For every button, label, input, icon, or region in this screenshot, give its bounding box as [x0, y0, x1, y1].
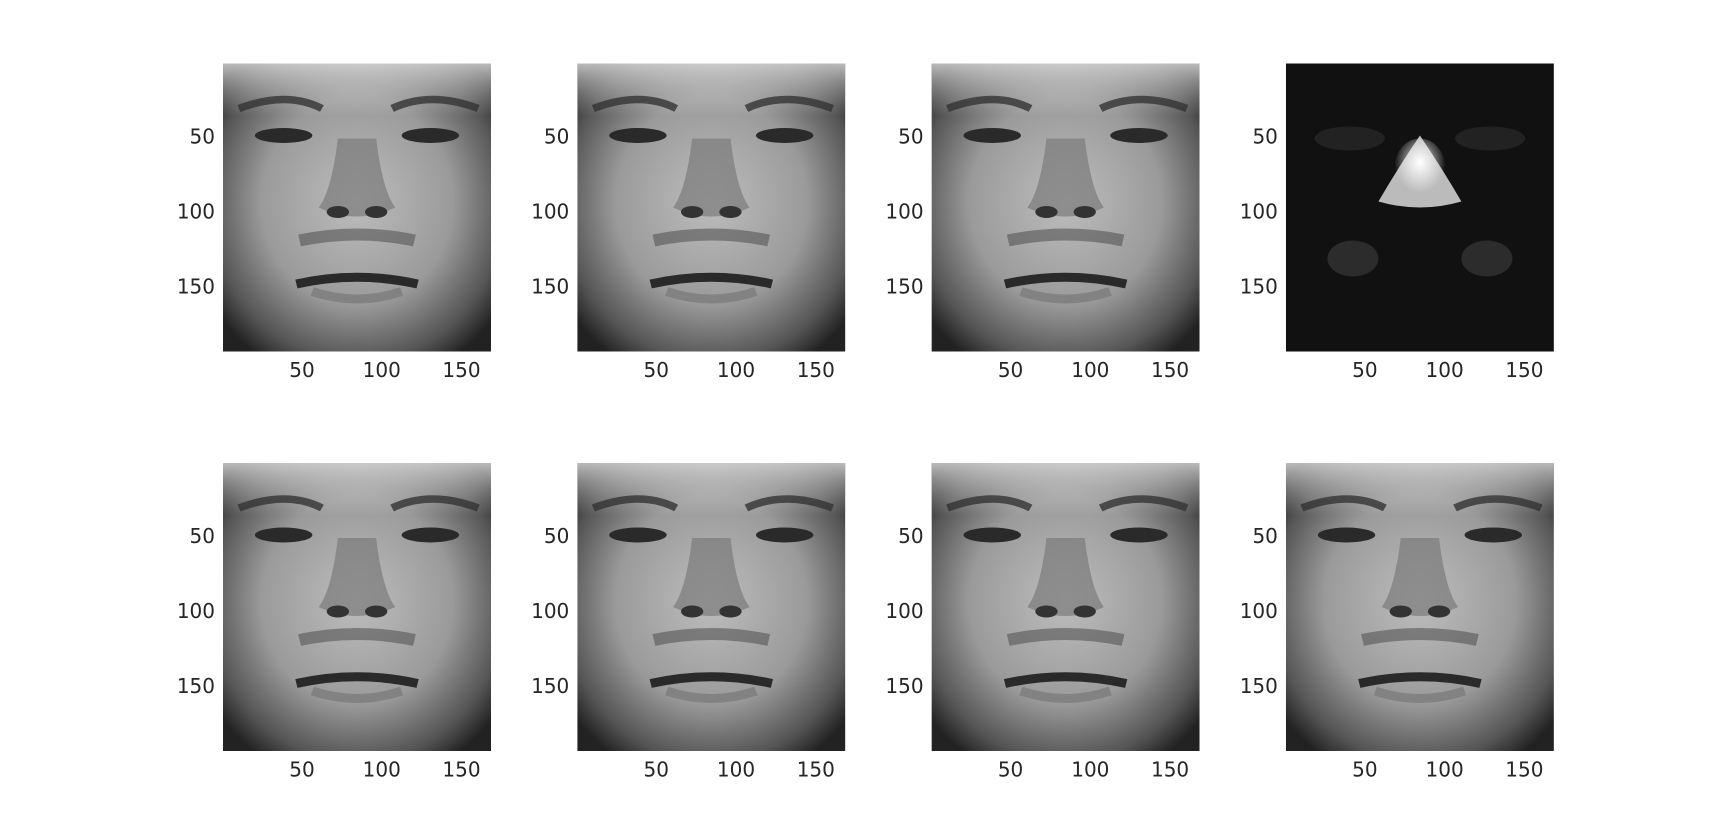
y-tick-label: 150 — [531, 674, 569, 698]
x-tick-label: 100 — [363, 758, 401, 782]
x-tick-label: 150 — [797, 358, 835, 382]
y-tick-label: 150 — [885, 274, 923, 298]
face-image — [932, 64, 1200, 352]
face-image — [1286, 463, 1554, 751]
face-image — [223, 64, 491, 352]
x-tick-label: 50 — [289, 758, 314, 782]
face-image — [577, 64, 845, 352]
y-tick-label: 100 — [177, 199, 215, 223]
x-tick-label: 100 — [363, 358, 401, 382]
y-tick-label: 100 — [885, 599, 923, 623]
x-tick-label: 150 — [797, 758, 835, 782]
y-tick-label: 50 — [1252, 524, 1277, 548]
y-tick-label: 50 — [190, 124, 215, 148]
x-tick-label: 50 — [644, 358, 669, 382]
x-tick-label: 100 — [1071, 358, 1109, 382]
y-tick-label: 100 — [885, 199, 923, 223]
y-tick-label: 50 — [190, 524, 215, 548]
x-tick-label: 150 — [1505, 758, 1543, 782]
face-image — [1285, 63, 1554, 352]
x-tick-label: 50 — [998, 758, 1023, 782]
x-tick-label: 100 — [717, 358, 755, 382]
x-tick-label: 50 — [644, 758, 669, 782]
y-tick-label: 50 — [544, 124, 569, 148]
y-tick-label: 50 — [898, 524, 923, 548]
x-tick-label: 50 — [1352, 758, 1377, 782]
y-tick-label: 150 — [1240, 674, 1278, 698]
y-tick-label: 150 — [177, 674, 215, 698]
x-tick-label: 150 — [442, 758, 480, 782]
x-tick-label: 50 — [1352, 358, 1377, 382]
y-tick-label: 100 — [531, 199, 569, 223]
x-tick-label: 50 — [289, 358, 314, 382]
face-image — [932, 463, 1200, 751]
y-tick-label: 50 — [1252, 124, 1277, 148]
x-tick-label: 100 — [717, 758, 755, 782]
x-tick-label: 100 — [1071, 758, 1109, 782]
y-tick-label: 150 — [177, 274, 215, 298]
x-tick-label: 100 — [1426, 358, 1464, 382]
x-tick-label: 150 — [1505, 358, 1543, 382]
y-tick-label: 150 — [885, 674, 923, 698]
x-tick-label: 150 — [442, 358, 480, 382]
x-tick-label: 150 — [1151, 358, 1189, 382]
y-tick-label: 50 — [544, 524, 569, 548]
y-tick-label: 150 — [1240, 274, 1278, 298]
y-tick-label: 100 — [1240, 599, 1278, 623]
y-tick-label: 150 — [531, 274, 569, 298]
x-tick-label: 150 — [1151, 758, 1189, 782]
x-tick-label: 50 — [998, 358, 1023, 382]
face-image — [223, 463, 491, 751]
y-tick-label: 100 — [1240, 199, 1278, 223]
y-tick-label: 50 — [898, 124, 923, 148]
y-tick-label: 100 — [531, 599, 569, 623]
face-image — [577, 463, 845, 751]
y-tick-label: 100 — [177, 599, 215, 623]
x-tick-label: 100 — [1426, 758, 1464, 782]
